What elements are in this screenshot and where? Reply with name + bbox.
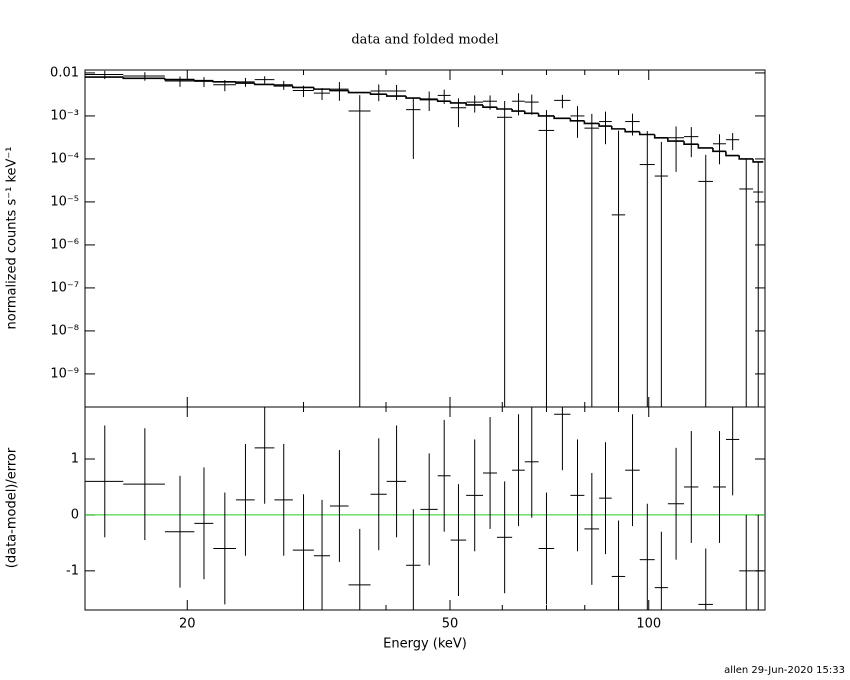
footer: allen 29-Jun-2020 15:33 (724, 665, 845, 676)
model-step (465, 102, 484, 106)
data-layer (85, 70, 764, 407)
y-tick-label: 10⁻⁴ (50, 151, 79, 166)
model-step (122, 77, 165, 80)
model-step (496, 107, 513, 110)
x-tick-label: 100 (636, 617, 661, 632)
y-tick-label: 10⁻⁷ (50, 280, 79, 295)
model-step (569, 118, 585, 122)
model-step (610, 126, 626, 130)
y-tick-label: 10⁻⁹ (50, 366, 79, 381)
model-step (292, 85, 314, 89)
model-step (436, 99, 451, 103)
model-step (253, 83, 275, 86)
model-step (537, 113, 555, 117)
y-axis-label: (data-model)/error (5, 447, 20, 568)
model-step (523, 111, 539, 115)
model-step (624, 128, 640, 133)
model-step (638, 131, 655, 136)
model-step (164, 78, 195, 81)
model-step (583, 120, 600, 125)
model-step (313, 87, 330, 90)
panel-frame (84, 406, 766, 611)
y-axis-label: normalized counts s⁻¹ keV⁻¹ (5, 147, 20, 330)
panel-frame (84, 69, 766, 408)
model-step (738, 155, 754, 160)
model-step (697, 144, 713, 149)
y-tick-label: 10⁻⁸ (50, 323, 79, 338)
y-tick-label: 10⁻⁶ (50, 237, 79, 252)
model-step (683, 141, 699, 146)
model-step (449, 101, 467, 104)
y-tick-label: 10⁻⁵ (50, 194, 79, 209)
model-step (385, 94, 407, 97)
x-tick-label: 50 (442, 617, 459, 632)
model-step (553, 115, 571, 120)
model-step (725, 151, 740, 157)
model-step (752, 158, 764, 163)
x-tick-label: 20 (179, 617, 196, 632)
model-step (405, 96, 421, 99)
y-tick-label: 0.01 (50, 65, 79, 80)
y-tick-label: -1 (66, 563, 79, 578)
data-layer (85, 407, 765, 610)
model-step (347, 90, 371, 94)
model-step (598, 123, 612, 127)
model-step (511, 108, 525, 112)
y-tick-label: 1 (71, 452, 79, 467)
y-tick-label: 0 (71, 507, 79, 522)
model-step (482, 104, 497, 108)
model-step (212, 80, 236, 83)
x-axis-label: Energy (keV) (383, 637, 467, 652)
model-step (667, 137, 685, 142)
model-step (369, 92, 387, 96)
model-step (653, 134, 668, 139)
model-step (235, 81, 255, 84)
y-tick-label: 10⁻³ (50, 108, 79, 123)
model-step (712, 147, 726, 153)
chart-title: data and folded model (351, 33, 498, 48)
